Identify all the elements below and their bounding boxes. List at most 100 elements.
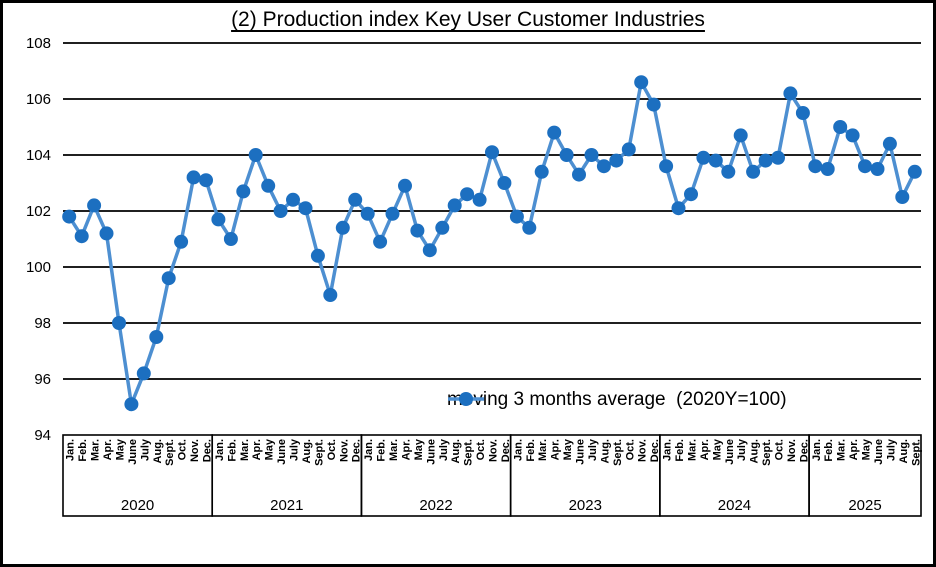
month-tick-label: Feb. <box>226 439 238 462</box>
month-tick-label: Sept. <box>612 439 624 466</box>
data-point-marker <box>559 148 574 162</box>
month-tick-label: Aug. <box>599 439 611 463</box>
data-point-marker <box>248 148 263 162</box>
month-tick-label: Nov. <box>488 439 500 462</box>
data-point-marker <box>646 97 661 112</box>
month-tick-label: Sept. <box>313 439 325 466</box>
data-point-marker <box>509 209 524 224</box>
month-tick-label: Sept. <box>761 439 773 466</box>
data-series-line <box>67 80 917 406</box>
data-point-marker <box>795 106 810 120</box>
month-tick-label: Sept. <box>164 439 176 466</box>
month-tick-label: Feb. <box>525 439 537 462</box>
data-point-marker <box>149 330 164 344</box>
month-tick-label: Aug. <box>450 439 462 463</box>
data-point-marker <box>820 162 835 176</box>
y-axis-tick-label: 94 <box>34 427 51 444</box>
month-tick-label: Aug. <box>152 439 164 463</box>
data-point-marker <box>547 125 562 140</box>
data-point-marker <box>199 173 213 188</box>
month-tick-label: Jan. <box>662 439 674 461</box>
data-point-marker <box>497 176 512 190</box>
data-point-marker <box>398 178 412 193</box>
data-point-marker <box>609 153 624 168</box>
month-tick-label: May <box>711 438 723 460</box>
data-point-marker <box>534 164 549 179</box>
data-point-marker <box>74 229 89 244</box>
data-point-marker <box>422 243 437 258</box>
month-tick-label: June <box>276 439 288 465</box>
legend: moving 3 months average (2020Y=100) <box>447 389 787 411</box>
data-point-marker <box>634 75 649 90</box>
data-point-marker <box>472 192 487 207</box>
month-tick-label: Jan. <box>811 439 823 461</box>
month-tick-label: Jan. <box>214 439 226 461</box>
month-tick-label: Dec. <box>500 439 512 462</box>
data-point-marker <box>572 167 586 182</box>
year-label: 2022 <box>419 497 452 514</box>
y-axis-tick-label: 102 <box>26 203 51 220</box>
y-axis-tick-label: 96 <box>34 371 51 388</box>
month-tick-label: Dec. <box>202 439 214 462</box>
month-tick-label: July <box>587 438 599 461</box>
year-label: 2025 <box>848 497 881 514</box>
data-point-marker <box>758 153 773 168</box>
month-tick-label: Apr. <box>699 439 711 460</box>
data-point-marker <box>746 164 761 179</box>
data-point-marker <box>845 128 860 143</box>
year-label: 2020 <box>121 497 154 514</box>
data-point-marker <box>696 150 711 165</box>
month-tick-label: May <box>413 438 425 460</box>
data-point-marker <box>907 164 922 179</box>
data-point-marker <box>124 397 139 412</box>
data-point-marker <box>522 220 537 235</box>
year-label: 2023 <box>569 497 602 514</box>
month-tick-label: Feb. <box>823 439 835 462</box>
month-tick-label: Feb. <box>674 439 686 462</box>
data-point-marker <box>261 178 276 193</box>
data-point-marker <box>286 192 300 207</box>
month-tick-label: May <box>264 438 276 460</box>
month-tick-label: Nov. <box>338 439 350 462</box>
data-point-marker <box>771 150 785 165</box>
data-point-marker <box>310 248 325 263</box>
data-point-marker <box>584 148 599 162</box>
year-label: 2021 <box>270 497 303 514</box>
data-point-marker <box>460 187 475 202</box>
data-point-marker <box>671 201 686 216</box>
month-tick-label: July <box>438 438 450 461</box>
month-tick-label: Dec. <box>649 439 661 462</box>
month-tick-label: Mar. <box>239 439 251 461</box>
data-point-marker <box>596 159 611 174</box>
data-point-marker <box>161 271 176 286</box>
month-tick-label: July <box>289 438 301 461</box>
data-point-marker <box>186 170 201 185</box>
data-point-marker <box>808 159 823 174</box>
month-tick-label: June <box>127 439 139 465</box>
month-tick-label: Mar. <box>388 439 400 461</box>
data-point-marker <box>895 190 910 204</box>
legend-label: moving 3 months average (2020Y=100) <box>447 389 787 410</box>
data-point-marker <box>485 145 499 160</box>
month-tick-label: May <box>861 438 873 460</box>
month-tick-label: Aug. <box>301 439 313 463</box>
data-point-marker <box>858 159 872 174</box>
data-point-marker <box>882 136 897 151</box>
month-tick-label: Oct. <box>177 439 189 460</box>
legend-line-marker-icon <box>448 392 484 406</box>
data-point-marker <box>447 198 462 213</box>
month-tick-label: Nov. <box>637 439 649 462</box>
data-point-marker <box>733 128 748 143</box>
month-tick-label: Dec. <box>798 439 810 462</box>
month-tick-label: Oct. <box>475 439 487 460</box>
month-tick-label: Nov. <box>189 439 201 462</box>
data-point-marker <box>174 234 189 249</box>
y-axis-tick-label: 98 <box>34 315 51 332</box>
month-tick-label: Aug. <box>749 439 761 463</box>
month-tick-label: Apr. <box>251 439 263 460</box>
month-tick-label: Mar. <box>537 439 549 461</box>
y-axis-tick-label: 106 <box>26 91 51 108</box>
data-point-marker <box>833 120 848 134</box>
month-tick-label: Mar. <box>836 439 848 461</box>
month-tick-label: May <box>562 438 574 460</box>
